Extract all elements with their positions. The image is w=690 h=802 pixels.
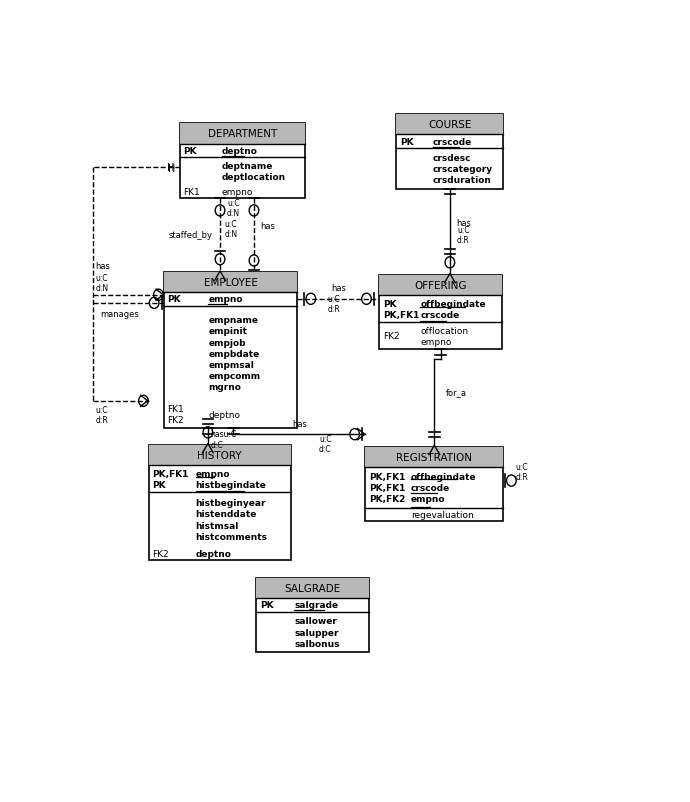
Text: u:C
d:R: u:C d:R — [457, 226, 470, 245]
Text: OFFERING: OFFERING — [415, 281, 467, 290]
Text: PK: PK — [260, 601, 274, 610]
Bar — [366, 447, 504, 522]
Text: deptno: deptno — [208, 411, 240, 419]
Text: FK2: FK2 — [383, 332, 400, 341]
Bar — [180, 124, 306, 199]
Text: FK2: FK2 — [152, 549, 169, 558]
Bar — [149, 445, 290, 465]
Text: PK,FK1
PK,FK1
PK,FK2: PK,FK1 PK,FK1 PK,FK2 — [369, 472, 406, 504]
Text: for_a: for_a — [446, 388, 467, 397]
Bar — [149, 445, 290, 561]
Text: SALGRADE: SALGRADE — [284, 583, 341, 593]
Text: u:C
d:N: u:C d:N — [95, 273, 108, 293]
Bar — [180, 124, 306, 144]
Text: has: has — [260, 221, 275, 231]
Bar — [164, 272, 297, 293]
Text: PK,FK1
PK: PK,FK1 PK — [152, 469, 189, 489]
Text: u:C
d:R: u:C d:R — [515, 462, 529, 481]
Text: EMPLOYEE: EMPLOYEE — [204, 277, 257, 287]
Text: crsdesc
crscategory
crsduration: crsdesc crscategory crsduration — [433, 153, 493, 184]
Text: offlocation
empno: offlocation empno — [420, 326, 469, 346]
Text: offbegindate
crscode
empno: offbegindate crscode empno — [411, 472, 477, 504]
Text: u:C
d:R: u:C d:R — [328, 294, 340, 314]
Text: empname
empinit
empjob
empbdate
empmsal
empcomm
mgrno: empname empinit empjob empbdate empmsal … — [208, 316, 260, 391]
Text: has: has — [95, 261, 110, 270]
Text: deptno: deptno — [195, 549, 231, 558]
Text: u:C
d:N: u:C d:N — [224, 220, 237, 239]
Bar — [164, 272, 297, 428]
Text: REGISTRATION: REGISTRATION — [396, 452, 473, 462]
Text: FK1
FK2: FK1 FK2 — [168, 405, 184, 425]
Text: PK: PK — [168, 295, 181, 304]
Text: has: has — [456, 219, 471, 228]
Text: COURSE: COURSE — [428, 120, 471, 130]
Text: empno: empno — [208, 295, 243, 304]
Text: manages: manages — [101, 310, 139, 319]
Text: empno
histbegindate: empno histbegindate — [195, 469, 266, 489]
Text: FK1: FK1 — [184, 188, 200, 196]
Text: sallower
salupper
salbonus: sallower salupper salbonus — [294, 617, 339, 648]
Text: has: has — [331, 284, 346, 293]
Text: PK
PK,FK1: PK PK,FK1 — [383, 299, 420, 319]
Text: empno: empno — [221, 188, 253, 196]
Text: PK: PK — [184, 147, 197, 156]
Text: HISTORY: HISTORY — [197, 451, 242, 460]
Bar — [396, 115, 504, 136]
Bar — [396, 115, 504, 189]
Text: H: H — [168, 164, 175, 174]
Text: PK: PK — [400, 137, 414, 147]
Text: deptno: deptno — [221, 147, 257, 156]
Text: salgrade: salgrade — [294, 601, 338, 610]
Bar — [380, 275, 502, 350]
Text: H: H — [167, 162, 175, 172]
Text: u:C
d:R: u:C d:R — [95, 405, 108, 424]
Text: u:C
d:C: u:C d:C — [319, 434, 332, 454]
Text: deptname
deptlocation: deptname deptlocation — [221, 161, 286, 181]
Text: offbegindate
crscode: offbegindate crscode — [420, 299, 486, 319]
Text: regevaluation: regevaluation — [411, 510, 474, 520]
Text: crscode: crscode — [433, 137, 472, 147]
Text: u:C
d:N: u:C d:N — [227, 198, 240, 217]
Text: histbeginyear
histenddate
histmsal
histcomments: histbeginyear histenddate histmsal histc… — [195, 499, 268, 541]
Bar — [256, 578, 368, 653]
Text: staffed_by: staffed_by — [168, 231, 213, 240]
Bar — [380, 275, 502, 296]
Text: has: has — [292, 419, 307, 428]
Bar — [366, 447, 504, 468]
Bar — [256, 578, 368, 598]
Text: hasu:C
d:C: hasu:C d:C — [210, 430, 237, 449]
Text: DEPARTMENT: DEPARTMENT — [208, 129, 277, 140]
